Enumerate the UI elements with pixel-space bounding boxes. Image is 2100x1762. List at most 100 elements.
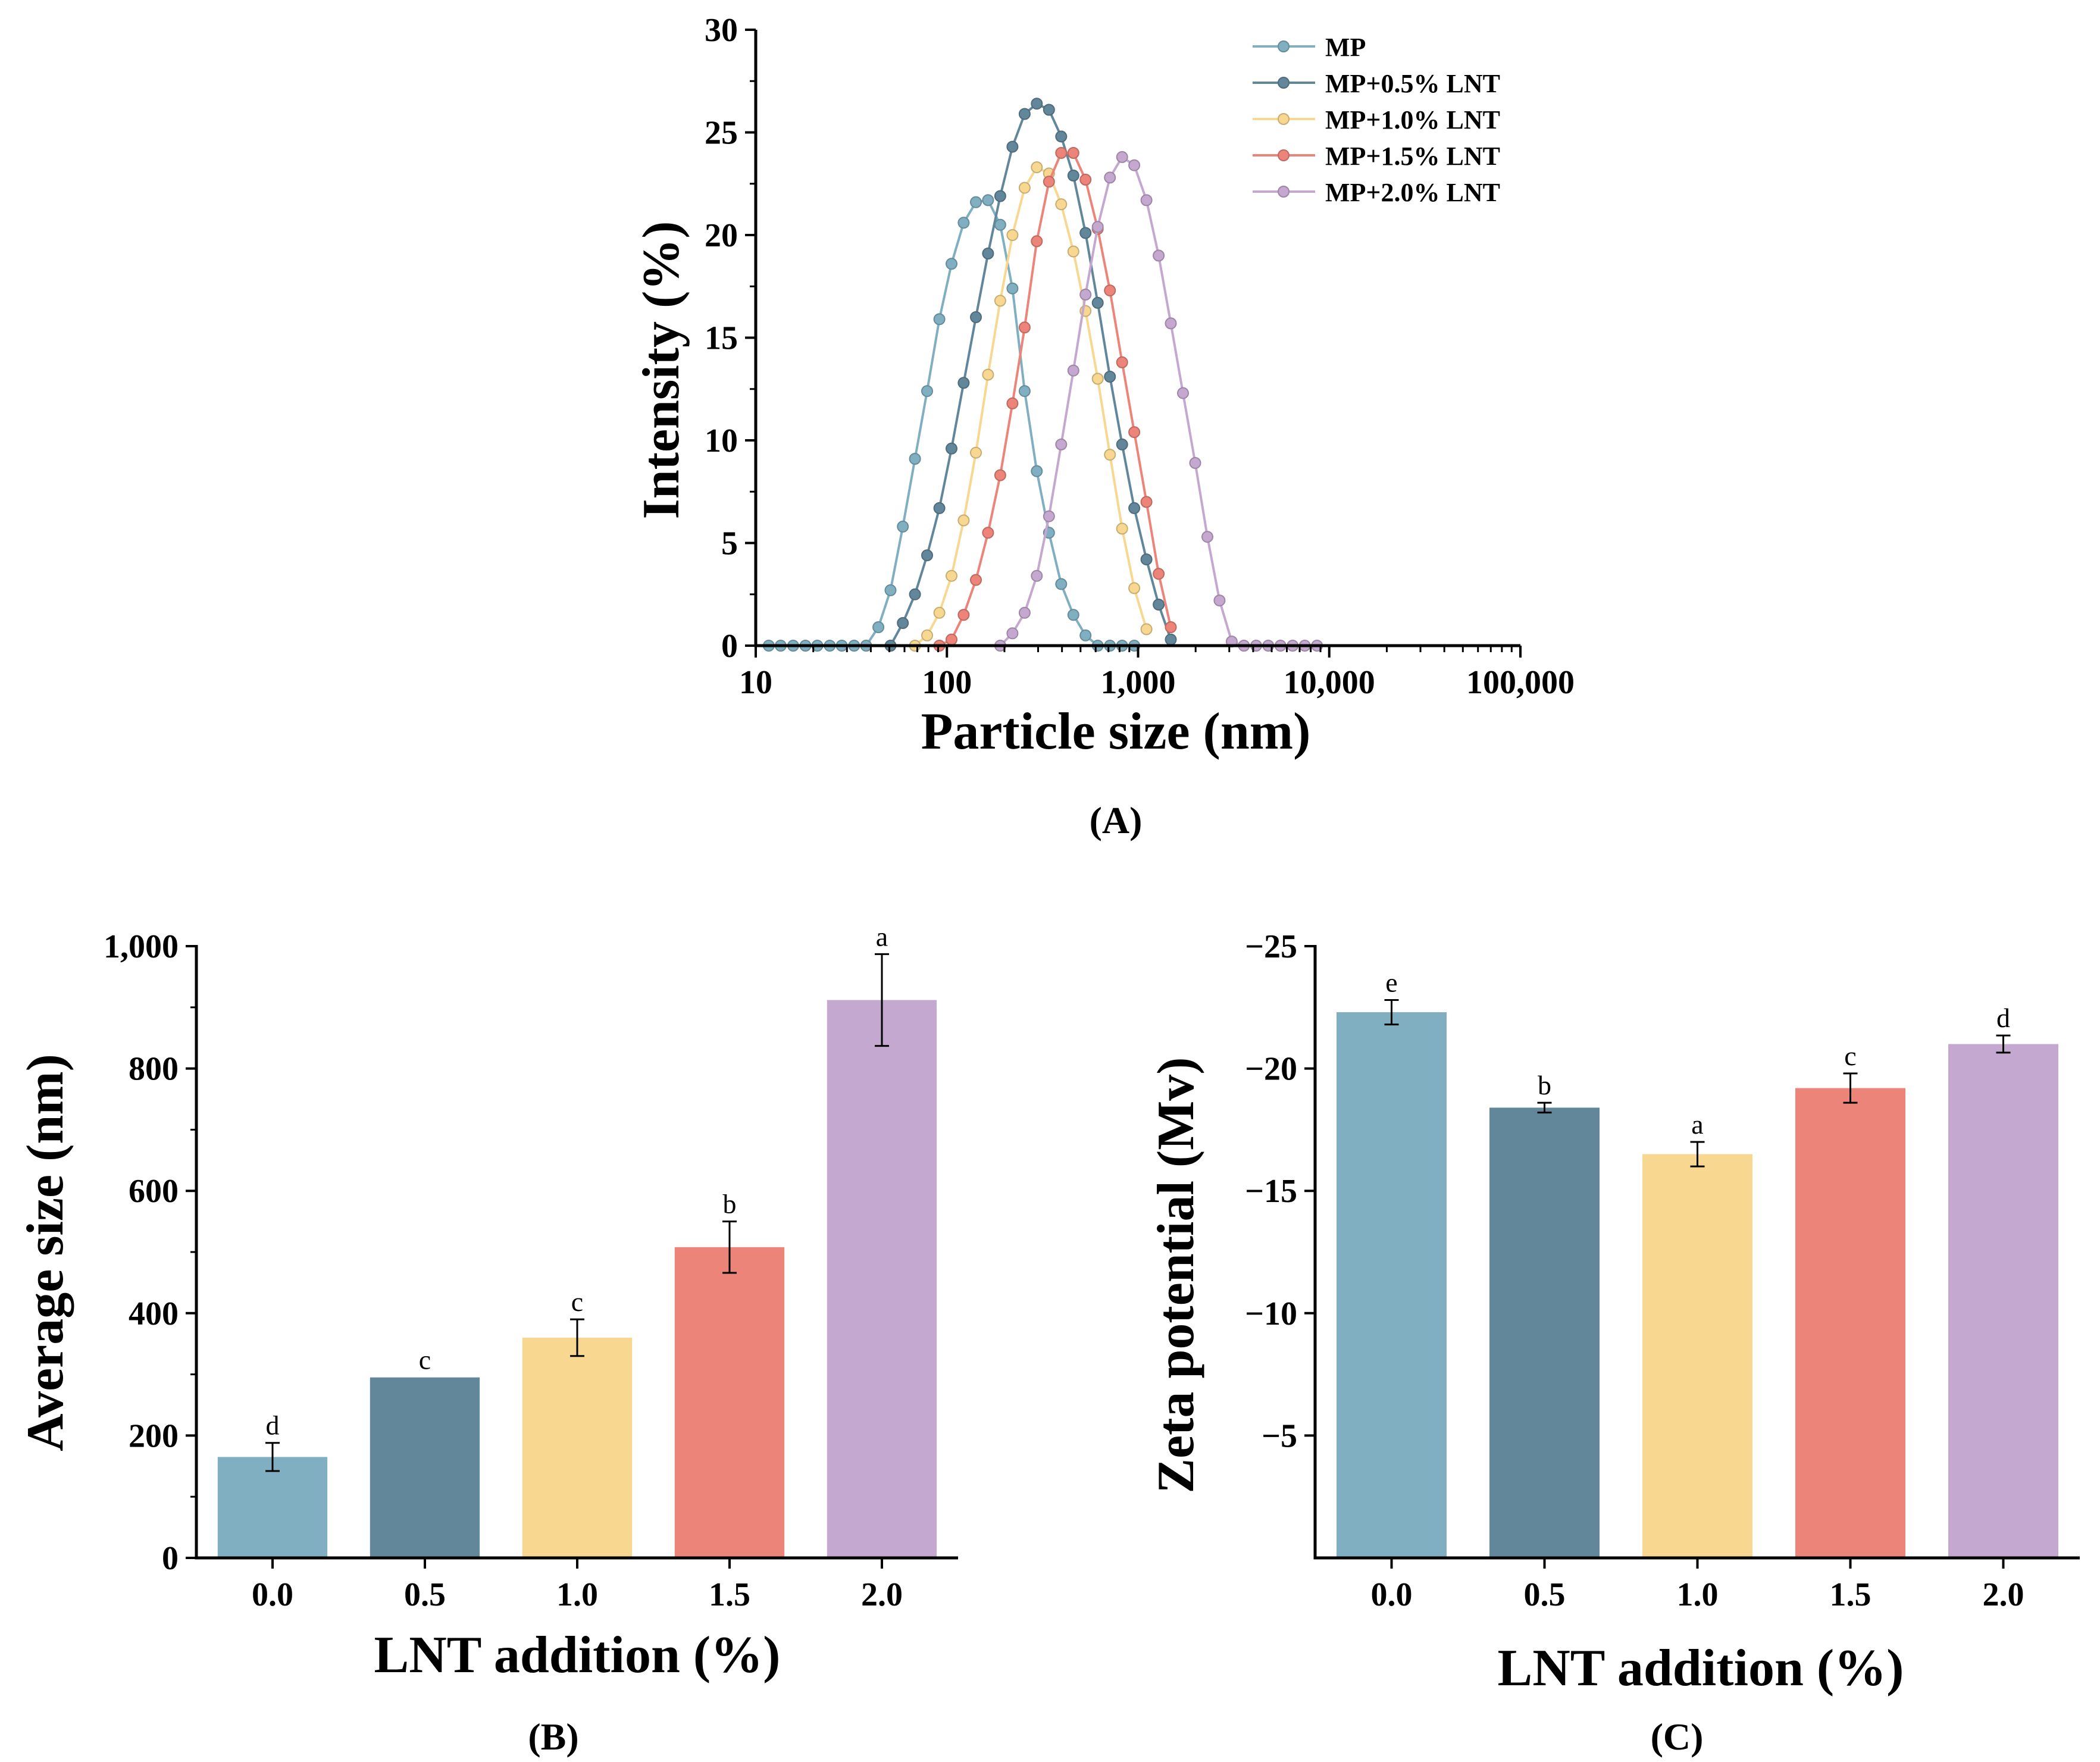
bar-group-0-5: c	[370, 1345, 480, 1558]
data-point	[1018, 108, 1031, 120]
data-point	[1018, 385, 1031, 398]
data-point	[897, 617, 909, 629]
data-point	[933, 502, 946, 514]
legend-label: MP+2.0% LNT	[1325, 178, 1500, 207]
legend-item-mp-1-5-lnt: MP+1.5% LNT	[1253, 142, 1500, 171]
panel-b-y-axis-title: Average size (nm)	[17, 1054, 74, 1451]
x-tick-label: 2.0	[861, 1576, 903, 1613]
data-point	[946, 442, 957, 455]
data-point	[1043, 510, 1055, 522]
data-point	[1104, 371, 1116, 383]
x-tick-label: 0.0	[1371, 1576, 1413, 1613]
data-point	[921, 549, 933, 562]
data-point	[1006, 627, 1019, 640]
x-tick-label: 1.0	[556, 1576, 598, 1613]
significance-letter: a	[1691, 1109, 1703, 1140]
legend-swatch-marker	[1278, 186, 1290, 198]
y-tick-label: 0	[162, 1540, 179, 1577]
data-point	[1079, 289, 1092, 301]
data-point	[970, 446, 982, 459]
y-tick-label: 0	[721, 628, 738, 665]
data-point	[1031, 161, 1043, 174]
data-point	[1091, 373, 1104, 385]
bar	[1795, 1088, 1905, 1558]
y-tick-label: 600	[129, 1173, 179, 1210]
y-tick-label: −10	[1245, 1295, 1297, 1332]
data-point	[994, 190, 1006, 202]
y-tick-label: −20	[1245, 1051, 1297, 1088]
data-point	[1140, 553, 1153, 566]
data-point	[946, 258, 957, 270]
data-point	[1165, 633, 1177, 646]
legend-label: MP+1.5% LNT	[1325, 142, 1500, 171]
data-point	[957, 609, 970, 621]
data-point	[1006, 397, 1019, 409]
data-point	[909, 588, 921, 600]
bar-group-1-5: c	[1795, 1041, 1905, 1558]
legend-label: MP+0.5% LNT	[1325, 69, 1500, 98]
significance-letter: e	[1385, 968, 1397, 998]
legend-label: MP+1.0% LNT	[1325, 105, 1500, 134]
data-point	[1055, 130, 1068, 143]
x-tick-label: 100,000	[1466, 664, 1575, 701]
data-point	[1128, 159, 1141, 171]
x-tick-label: 100	[922, 664, 972, 701]
legend-swatch-marker	[1278, 149, 1290, 161]
legend-swatch-marker	[1278, 113, 1290, 125]
bar-group-1-0: a	[1642, 1109, 1752, 1558]
panel-a-y-axis-title: Intensity (%)	[633, 221, 690, 519]
panel-a-axes: 0 5 10 15 20 25 30 10 100 1,000 10,000 100,000	[705, 12, 1575, 701]
data-point	[933, 313, 946, 326]
data-point	[1067, 364, 1079, 377]
data-point	[1116, 438, 1128, 450]
data-point	[1031, 465, 1043, 477]
data-point	[1043, 176, 1055, 188]
y-tick-label: 20	[705, 217, 738, 254]
significance-letter: d	[1996, 1003, 2010, 1033]
significance-letter: d	[266, 1410, 280, 1441]
panel-c-y-axis-title: Zeta potential (Mv)	[1147, 1057, 1205, 1493]
bar	[522, 1337, 633, 1558]
significance-letter: c	[571, 1287, 583, 1317]
bar	[217, 1457, 328, 1558]
y-tick-label: 15	[705, 320, 738, 357]
panel-b-axes: 0 200 400 600 800 1,000 0.0 0.5 1.0 1.5 2.0	[104, 928, 958, 1613]
data-point	[1165, 621, 1177, 633]
data-point	[1031, 235, 1043, 248]
bar-group-0-5: b	[1489, 1070, 1600, 1558]
data-point	[1055, 147, 1068, 159]
data-point	[1091, 221, 1104, 233]
bar	[1642, 1154, 1752, 1558]
panel-b-label: (B)	[528, 1716, 578, 1758]
data-point	[1043, 104, 1055, 116]
data-point	[970, 196, 982, 208]
x-tick-label: 1.0	[1677, 1576, 1719, 1613]
data-point	[897, 520, 909, 533]
data-point	[1006, 140, 1019, 153]
significance-letter: c	[1844, 1041, 1856, 1071]
data-point	[1189, 457, 1201, 469]
panel-c-axes: −5 −10 −15 −20 −25 0.0 0.5 1.0 1.5 2.0	[1245, 928, 2080, 1613]
panel-b-x-axis-title: LNT addition (%)	[374, 1626, 781, 1684]
legend-swatch-marker	[1278, 40, 1290, 52]
panel-c-x-axis-title: LNT addition (%)	[1498, 1639, 1904, 1697]
data-point	[1055, 578, 1068, 590]
bar-group-1-0: c	[522, 1287, 633, 1558]
significance-letter: b	[1538, 1070, 1551, 1100]
data-point	[982, 368, 994, 381]
data-point	[872, 621, 885, 633]
data-point	[1116, 151, 1128, 163]
x-tick-label: 1,000	[1101, 664, 1176, 701]
series-mp	[762, 194, 1141, 652]
y-tick-label: 25	[705, 115, 738, 152]
data-point	[909, 453, 921, 465]
panel-c-bar-chart: e b a c d −5 −10 −15 −20 −25 0.0 0.5 1.0 1.5 2.0 LNT …	[1147, 928, 2080, 1758]
bar-group-0-0: e	[1337, 968, 1447, 1558]
panel-a-x-axis-title: Particle size (nm)	[921, 703, 1311, 760]
y-tick-label: −5	[1262, 1417, 1297, 1454]
data-point	[1067, 609, 1079, 621]
panel-a-legend: MP MP+0.5% LNT MP+1.0% LNT MP+1.5% LNT MP+2.…	[1253, 33, 1500, 207]
data-point	[1067, 245, 1079, 258]
data-point	[1177, 387, 1189, 399]
data-point	[1055, 198, 1068, 211]
